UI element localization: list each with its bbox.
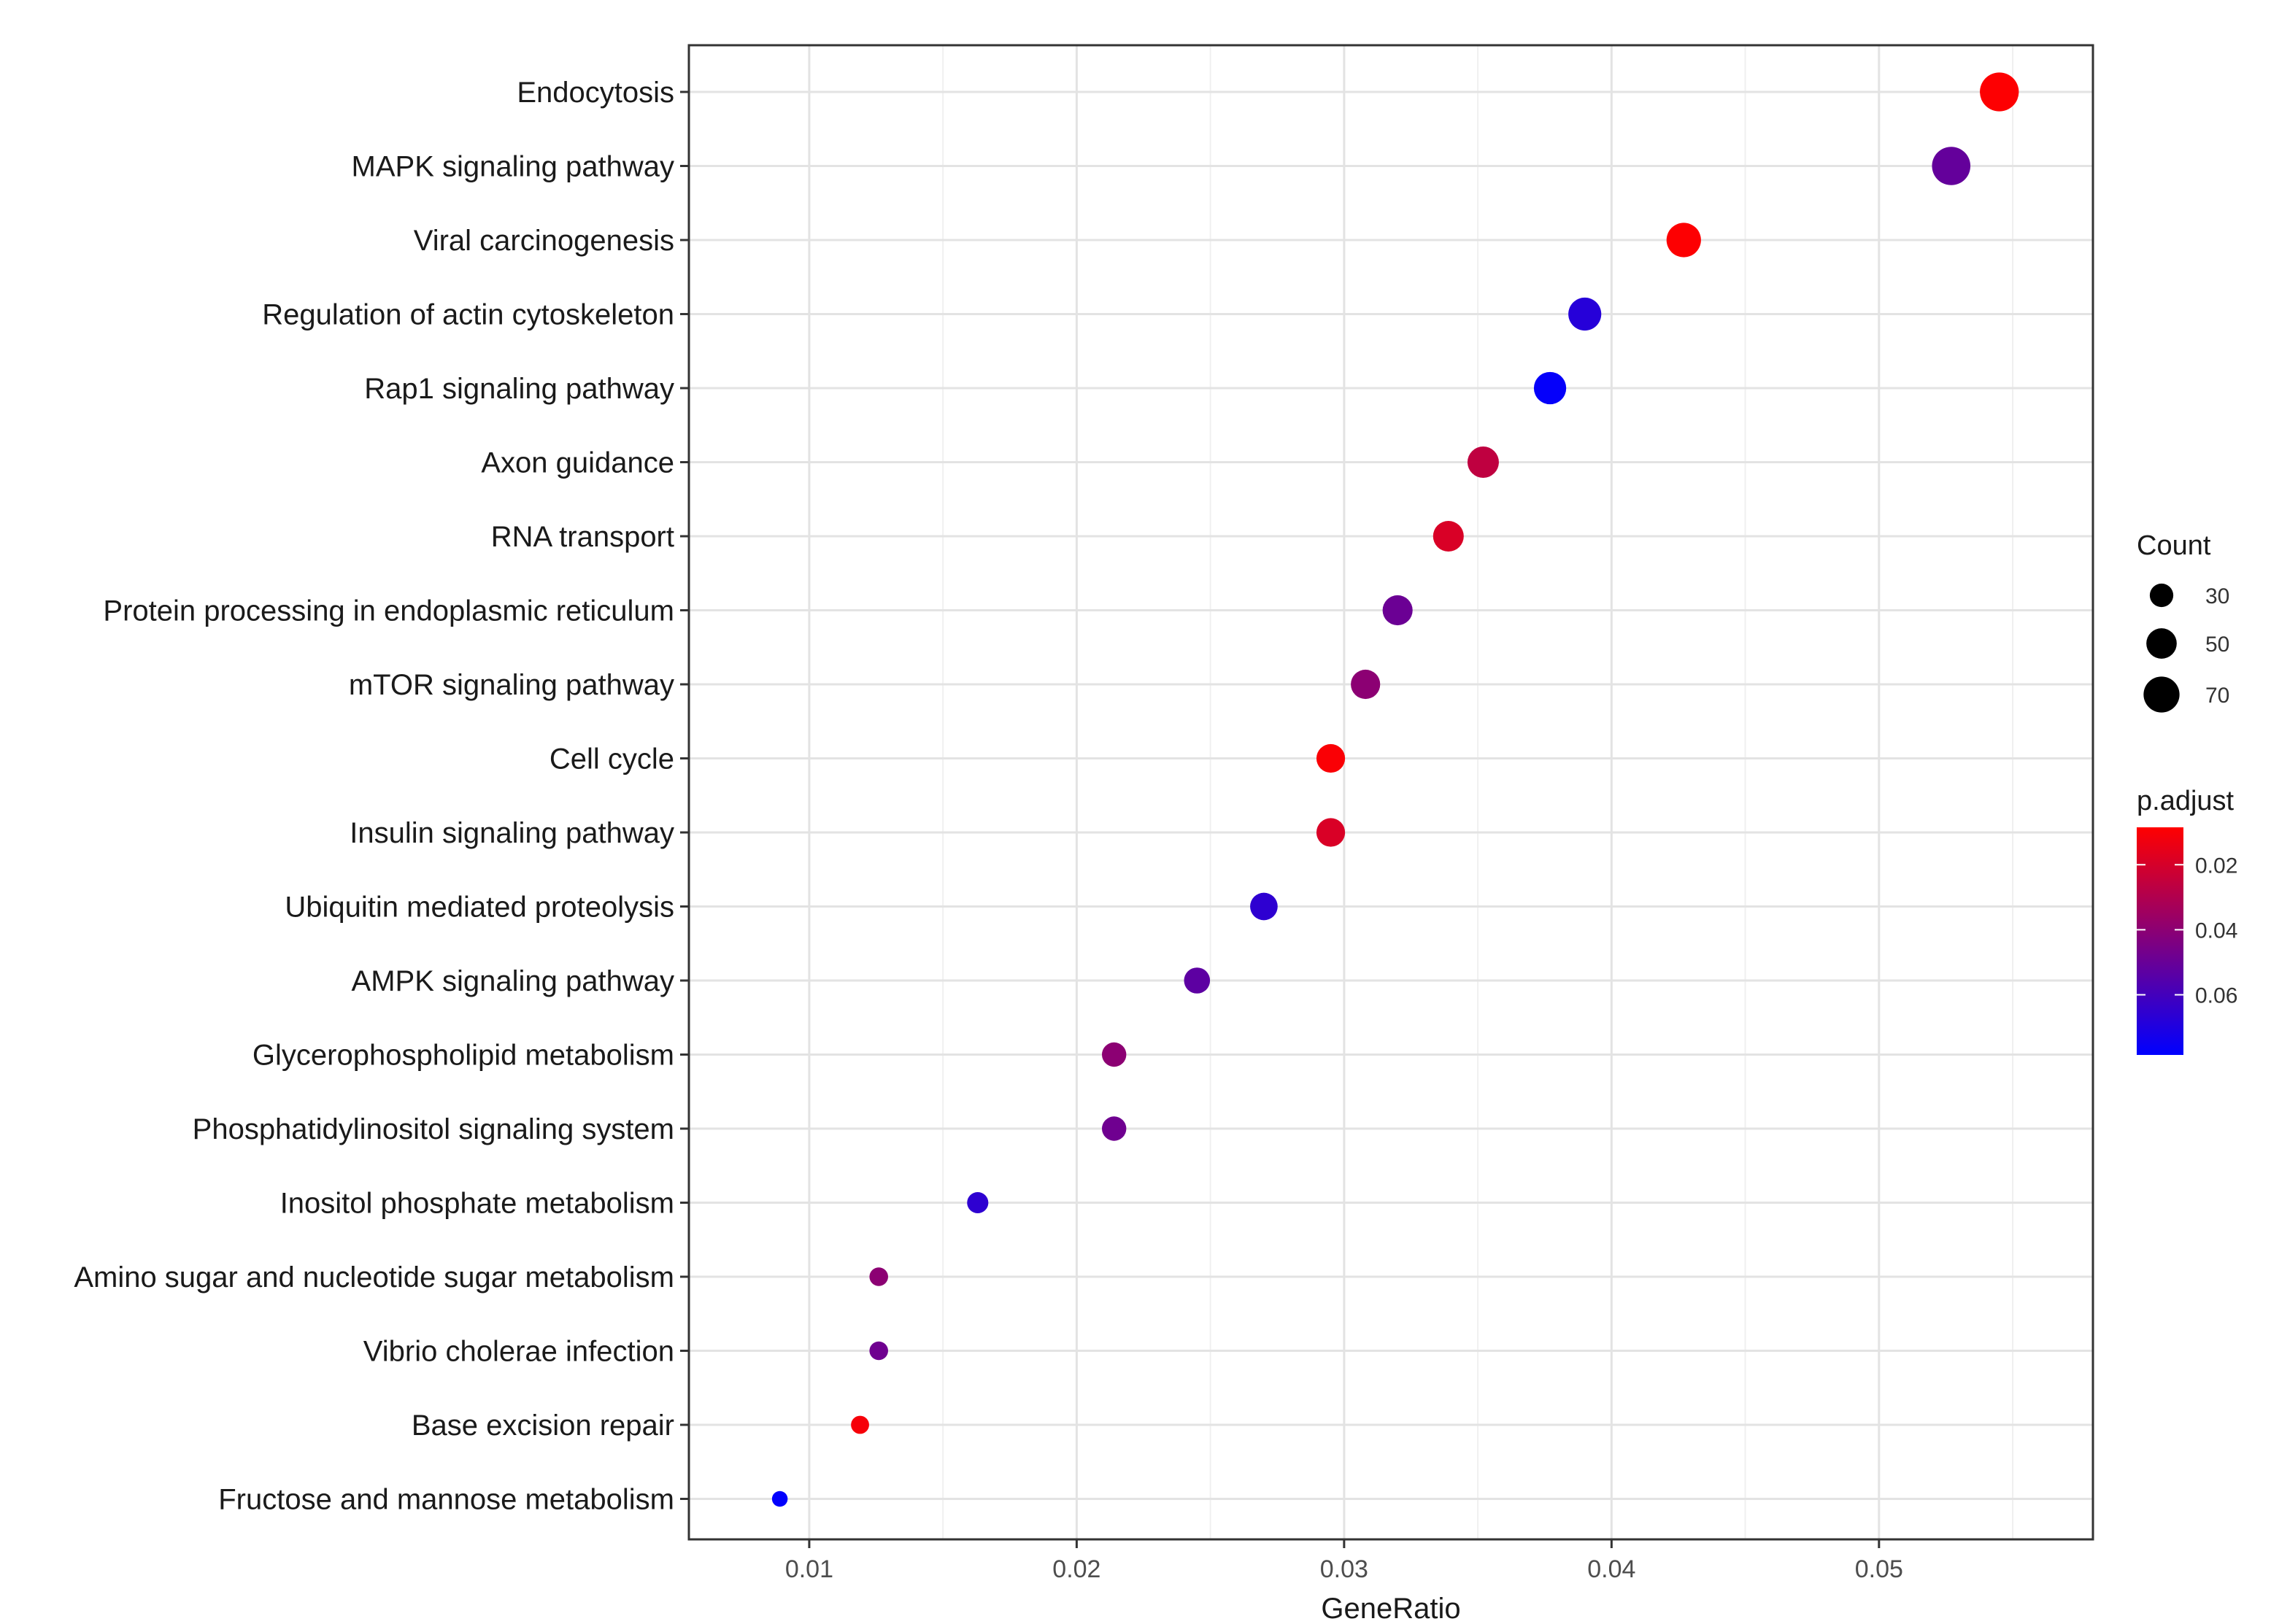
p-adjust-colorbar [2137, 827, 2183, 1055]
y-tick-label: Protein processing in endoplasmic reticu… [103, 595, 674, 627]
count-legend-key [2146, 628, 2177, 659]
plot-panel-background [689, 45, 2093, 1539]
y-tick-label: Base excision repair [412, 1410, 674, 1442]
data-point [869, 1267, 888, 1286]
data-point [1102, 1116, 1127, 1141]
y-tick-label: Ubiquitin mediated proteolysis [285, 892, 674, 924]
y-tick-label: Regulation of actin cytoskeleton [262, 299, 674, 331]
x-tick-label: 0.02 [1052, 1555, 1100, 1583]
count-legend-label: 70 [2205, 684, 2229, 708]
data-point [771, 1490, 788, 1507]
data-points [771, 72, 2019, 1507]
y-tick-label: Rap1 signaling pathway [364, 373, 674, 405]
y-axis: Endocytosis MAPK signaling pathway Viral c… [74, 77, 689, 1516]
data-point [1666, 223, 1701, 258]
y-tick-label: Amino sugar and nucleotide sugar metabol… [74, 1261, 674, 1294]
x-tick-label: 0.01 [785, 1555, 833, 1583]
data-point [1932, 147, 1971, 185]
p-adjust-legend-title: p.adjust [2137, 786, 2235, 816]
data-point [1316, 743, 1346, 773]
x-tick-label: 0.05 [1855, 1555, 1903, 1583]
y-tick-label: Cell cycle [550, 743, 674, 776]
x-axis: 0.01 0.02 0.03 0.04 0.05 [785, 1539, 1903, 1583]
p-adjust-legend: p.adjust 0.02 0.04 0.06 [2137, 786, 2237, 1055]
count-legend-key [2149, 583, 2174, 608]
y-tick-label: Viral carcinogenesis [414, 225, 674, 257]
y-tick-label: Endocytosis [517, 77, 674, 109]
y-tick-label: Axon guidance [481, 447, 674, 479]
count-legend-title: Count [2137, 530, 2211, 561]
count-legend-label: 30 [2205, 584, 2229, 608]
x-axis-title: GeneRatio [1321, 1593, 1460, 1624]
data-point [1382, 595, 1413, 626]
y-tick-label: MAPK signaling pathway [352, 151, 674, 183]
data-point [1351, 669, 1381, 700]
y-tick-label: mTOR signaling pathway [349, 669, 674, 701]
x-tick-label: 0.03 [1320, 1555, 1368, 1583]
data-point [1250, 892, 1278, 921]
data-point [1433, 520, 1464, 552]
y-tick-label: Phosphatidylinositol signaling system [193, 1113, 674, 1145]
data-point [1467, 446, 1499, 478]
plot-panel-border [687, 44, 2094, 1541]
y-tick-label: Insulin signaling pathway [350, 817, 674, 849]
x-tick-label: 0.04 [1587, 1555, 1635, 1583]
count-legend-key [2143, 676, 2180, 713]
data-point [1184, 967, 1211, 994]
p-adjust-legend-label: 0.06 [2195, 984, 2237, 1008]
data-point [869, 1341, 888, 1361]
minor-gridlines [942, 45, 2014, 1539]
y-tick-label: Fructose and mannose metabolism [218, 1484, 674, 1516]
y-tick-label: RNA transport [491, 521, 674, 553]
p-adjust-legend-label: 0.02 [2195, 854, 2237, 878]
data-point [851, 1415, 869, 1434]
data-point [1102, 1042, 1127, 1067]
count-legend-label: 50 [2205, 633, 2229, 657]
count-legend: Count 30 50 70 [2137, 530, 2229, 713]
data-point [967, 1191, 989, 1214]
data-point [1316, 818, 1346, 847]
data-point [1980, 72, 2019, 112]
y-tick-label: Inositol phosphate metabolism [280, 1188, 674, 1220]
y-tick-label: AMPK signaling pathway [352, 965, 674, 997]
p-adjust-legend-label: 0.04 [2195, 919, 2237, 943]
y-tick-label: Vibrio cholerae infection [363, 1336, 674, 1368]
y-tick-label: Glycerophospholipid metabolism [252, 1040, 674, 1072]
data-point [1533, 371, 1567, 405]
data-point [1568, 297, 1602, 331]
